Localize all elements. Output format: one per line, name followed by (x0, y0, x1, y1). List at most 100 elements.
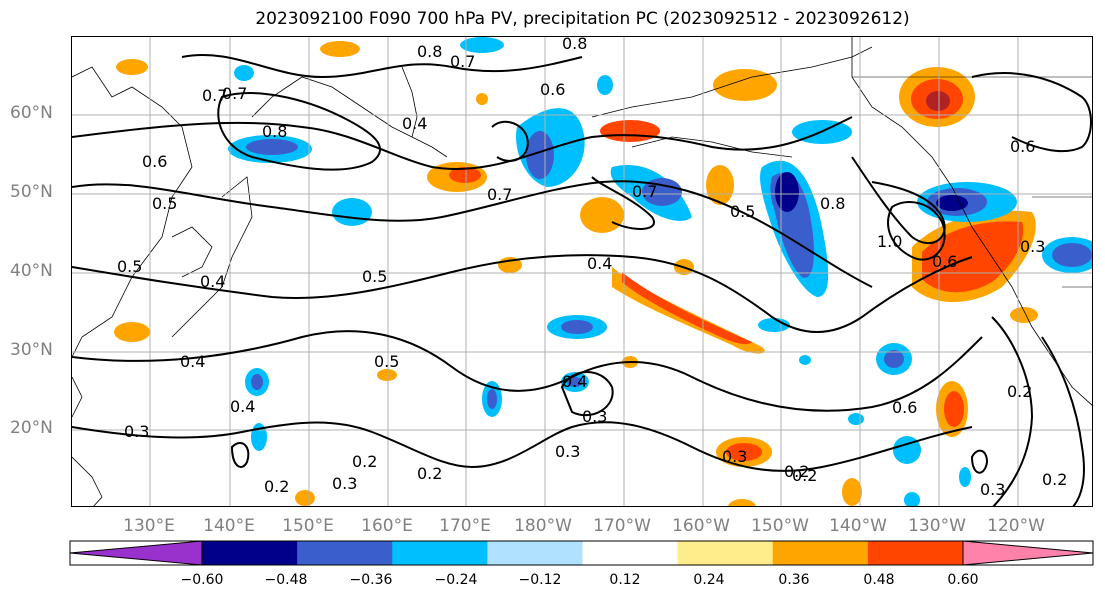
contour-line (1041, 336, 1085, 506)
coastline (72, 66, 193, 358)
colorbar-tick: −0.24 (434, 572, 478, 588)
lon-label: 160°E (361, 516, 413, 536)
coastline (851, 37, 1092, 406)
lon-label: 140°W (829, 516, 887, 536)
precip-blob (526, 131, 554, 179)
lat-label: 30°N (10, 340, 53, 360)
lon-label: 130°E (123, 516, 175, 536)
lon-label: 180°W (514, 516, 572, 536)
precip-blob (116, 59, 148, 75)
precip-blob (251, 374, 263, 390)
precip-blob (726, 443, 762, 461)
contour-label: 0.6 (1010, 137, 1035, 156)
contour-label: 0.7 (632, 182, 657, 201)
precip-blob (580, 197, 624, 233)
precip-blob (597, 75, 613, 95)
precip-blob (799, 355, 811, 365)
contour-label: 0.8 (262, 122, 287, 141)
map-panel: 0.8 0.7 0.8 0.7 0.6 0.8 0.7 0.6 0.5 0.4 … (71, 36, 1093, 507)
colorbar-tick: 0.12 (609, 572, 641, 588)
contour-label: 0.5 (117, 257, 142, 276)
contour-label: 0.5 (374, 352, 399, 371)
precip-blob (848, 413, 864, 425)
lon-label: 160°W (672, 516, 730, 536)
colorbar-tick: −0.48 (264, 572, 308, 588)
contour-label: 0.3 (555, 442, 580, 461)
contour-label: 1.0 (877, 232, 902, 251)
coastline (251, 76, 448, 158)
contour-label: 0.8 (562, 37, 587, 53)
precip-blob (246, 139, 298, 155)
colorbar-cell (487, 541, 583, 565)
contour-label: 0.2 (784, 462, 809, 481)
precip-blob (713, 69, 777, 101)
contour-label: 0.3 (980, 480, 1005, 499)
colorbar-tick: 0.48 (863, 572, 895, 588)
contour-line (72, 254, 973, 333)
precip-blob (642, 178, 682, 206)
precip-blob (884, 350, 904, 368)
contour-label: 0.7 (222, 84, 247, 103)
colorbar-cell (772, 541, 869, 565)
lat-label: 40°N (10, 261, 53, 281)
precip-blob (114, 322, 150, 342)
contour-label: 0.8 (417, 42, 442, 61)
coastline (72, 456, 103, 506)
precip-blob (460, 37, 504, 53)
colorbar-cell (867, 541, 964, 565)
coastline (171, 226, 213, 278)
coastlines (72, 37, 1092, 506)
contour-label: 0.4 (402, 114, 427, 133)
contour-label: 0.6 (540, 80, 565, 99)
contour-label: 0.7 (487, 185, 512, 204)
coastline (401, 66, 418, 138)
contour-label: 0.4 (200, 272, 225, 291)
colorbar-cell (392, 541, 488, 565)
colorbar-cell (582, 541, 679, 565)
contour-label: 0.2 (352, 452, 377, 471)
contour-line (72, 330, 983, 412)
contour-label: 0.2 (792, 466, 817, 485)
pv-contours (72, 53, 1092, 506)
contour-label: 0.3 (582, 407, 607, 426)
precip-blob (487, 389, 497, 409)
precip-blob (904, 492, 920, 506)
precip-blob (567, 377, 583, 387)
colorbar-cell (677, 541, 774, 565)
graticule (72, 37, 1092, 506)
colorbar-cell (202, 541, 298, 565)
contour-label: 0.2 (1042, 470, 1067, 489)
contour-label: 0.2 (417, 464, 442, 483)
contour-label: 0.3 (124, 422, 149, 441)
contour-line (991, 316, 1034, 506)
contour-label: 0.4 (587, 254, 612, 273)
lat-label: 60°N (10, 103, 53, 123)
lon-label: 130°W (908, 516, 966, 536)
contour-label: 0.6 (142, 152, 167, 171)
contour-line (72, 180, 873, 288)
contour-label: 0.4 (230, 397, 255, 416)
precip-blob (295, 490, 315, 506)
contour-label: 0.4 (562, 372, 587, 391)
lon-label: 120°W (987, 516, 1045, 536)
contour-line (887, 201, 946, 261)
precip-blob (936, 195, 968, 211)
precip-blob (926, 91, 950, 111)
contour-label: 0.3 (332, 474, 357, 493)
coastline (72, 376, 83, 418)
colorbar-tick: 0.60 (947, 572, 979, 588)
lat-label: 50°N (10, 182, 53, 202)
contour-line (217, 92, 382, 171)
colorbar-extend-high (962, 540, 1094, 566)
precip-blob (234, 65, 254, 81)
precip-blob (959, 467, 971, 487)
contour-label: 0.4 (180, 352, 205, 371)
contour-label: 0.5 (362, 267, 387, 286)
contour-label: 0.5 (730, 202, 755, 221)
colorbar-tick: 0.24 (693, 572, 725, 588)
colorbar (69, 540, 1094, 566)
precip-blob (476, 93, 488, 105)
contour-label: 0.2 (1007, 382, 1032, 401)
precip-blob (332, 198, 372, 226)
precip-blob (758, 318, 790, 332)
